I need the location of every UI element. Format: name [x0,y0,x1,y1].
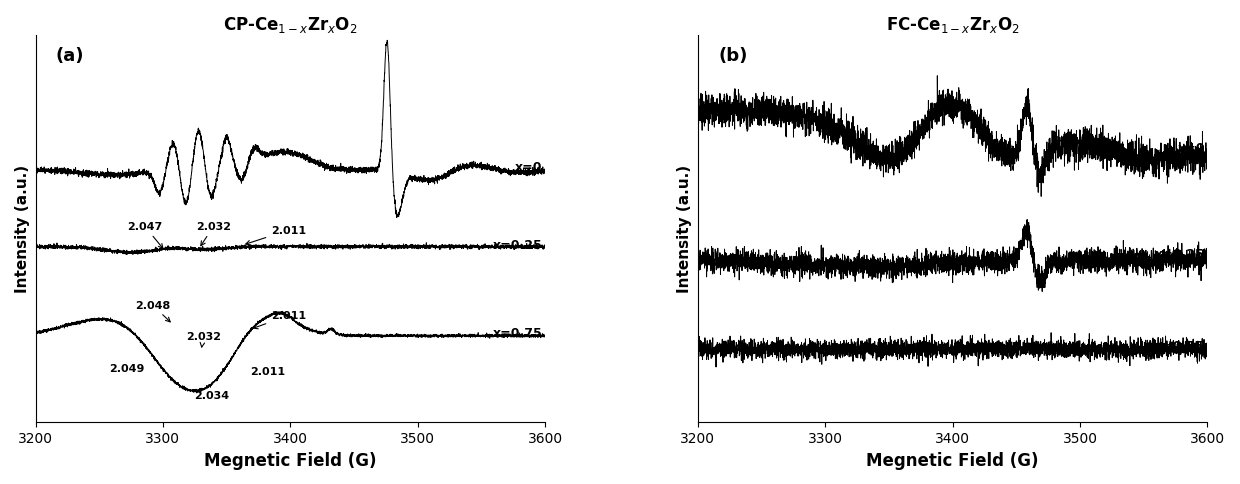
Text: x=0.25: x=0.25 [492,238,543,251]
X-axis label: Megnetic Field (G): Megnetic Field (G) [205,451,377,469]
Text: (a): (a) [56,47,84,65]
Title: CP-Ce$_{1-x}$Zr$_x$O$_2$: CP-Ce$_{1-x}$Zr$_x$O$_2$ [223,15,357,35]
Text: x=0.75: x=0.75 [1156,339,1205,352]
X-axis label: Megnetic Field (G): Megnetic Field (G) [867,451,1039,469]
Text: 2.011: 2.011 [246,226,306,245]
Text: 2.011: 2.011 [253,311,306,329]
Text: (b): (b) [718,47,748,65]
Text: 2.049: 2.049 [109,363,145,374]
Title: FC-Ce$_{1-x}$Zr$_x$O$_2$: FC-Ce$_{1-x}$Zr$_x$O$_2$ [885,15,1019,35]
Text: 2.047: 2.047 [128,222,162,249]
Text: 2.034: 2.034 [193,391,229,401]
Y-axis label: Intensity (a.u.): Intensity (a.u.) [677,165,692,293]
Text: x=0: x=0 [1178,142,1205,155]
Text: x=0: x=0 [515,161,543,174]
Text: 2.048: 2.048 [135,301,170,322]
Text: 2.032: 2.032 [186,331,221,348]
Text: x=0.25: x=0.25 [1156,248,1205,261]
Text: x=0.75: x=0.75 [492,326,543,339]
Y-axis label: Intensity (a.u.): Intensity (a.u.) [15,165,30,293]
Text: 2.032: 2.032 [196,222,231,246]
Text: 2.011: 2.011 [249,366,285,376]
